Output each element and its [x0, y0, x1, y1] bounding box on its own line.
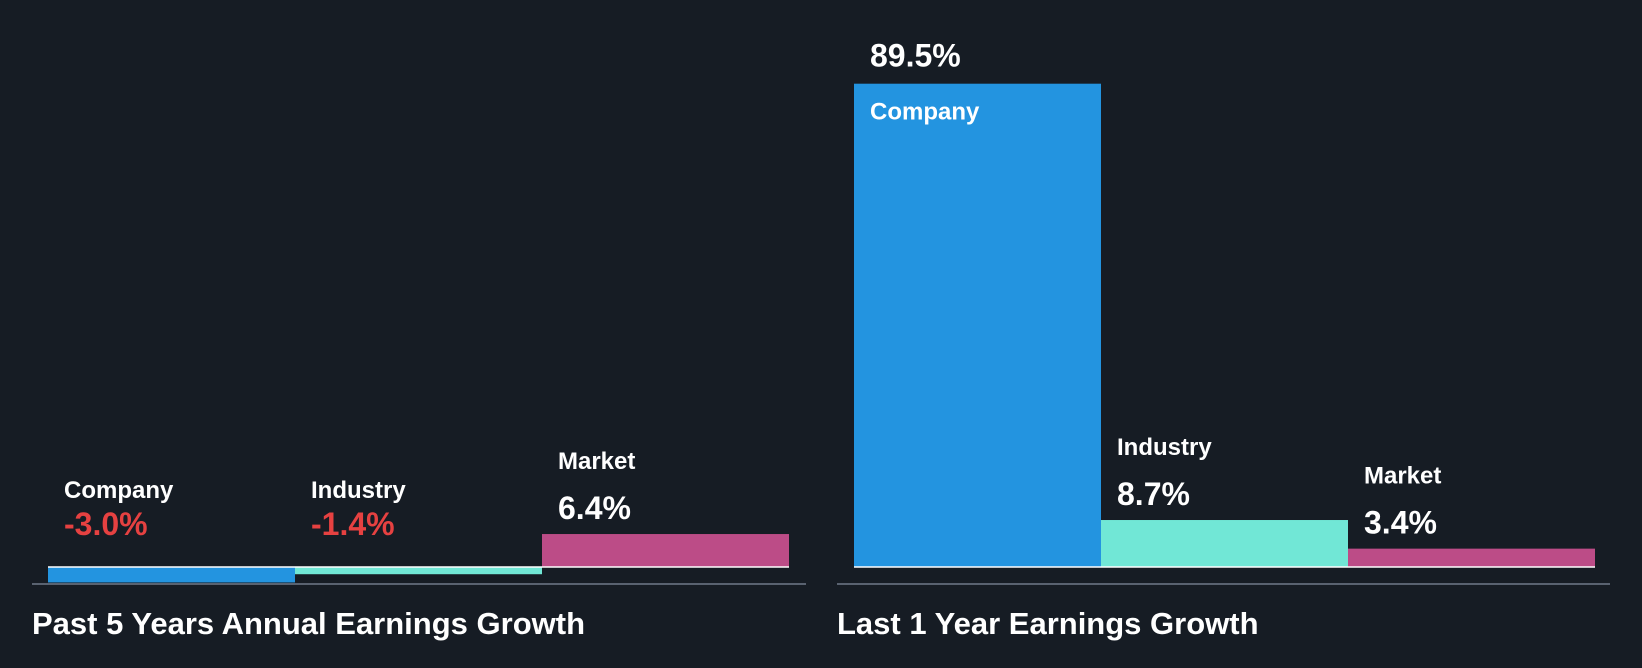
category-label-industry: Industry: [1117, 434, 1212, 461]
category-label-market: Market: [1364, 463, 1441, 490]
chart-last-1-year: Company 89.5% Industry 8.7% Market 3.4%: [837, 38, 1610, 585]
chart-title-past-5-years: Past 5 Years Annual Earnings Growth: [32, 606, 586, 641]
bar-industry: [1101, 520, 1348, 567]
category-label-company: Company: [870, 99, 980, 126]
chart-title-last-1-year: Last 1 Year Earnings Growth: [837, 606, 1259, 641]
category-label-company: Company: [64, 477, 174, 504]
value-label-industry: 8.7%: [1117, 476, 1190, 512]
bar-market: [542, 534, 789, 567]
bar-industry: [295, 567, 542, 575]
value-label-company: 89.5%: [870, 38, 961, 74]
value-label-industry: -1.4%: [311, 506, 395, 542]
category-label-industry: Industry: [311, 477, 406, 504]
bar-company: [48, 567, 295, 583]
bar-market: [1348, 548, 1595, 567]
value-label-company: -3.0%: [64, 506, 148, 542]
chart-past-5-years: Company-3.0% Industry-1.4% Market 6.4%: [32, 448, 806, 585]
value-label-market: 6.4%: [558, 490, 631, 526]
bar-company: [854, 83, 1101, 567]
value-label-market: 3.4%: [1364, 505, 1437, 541]
category-label-market: Market: [558, 448, 635, 475]
